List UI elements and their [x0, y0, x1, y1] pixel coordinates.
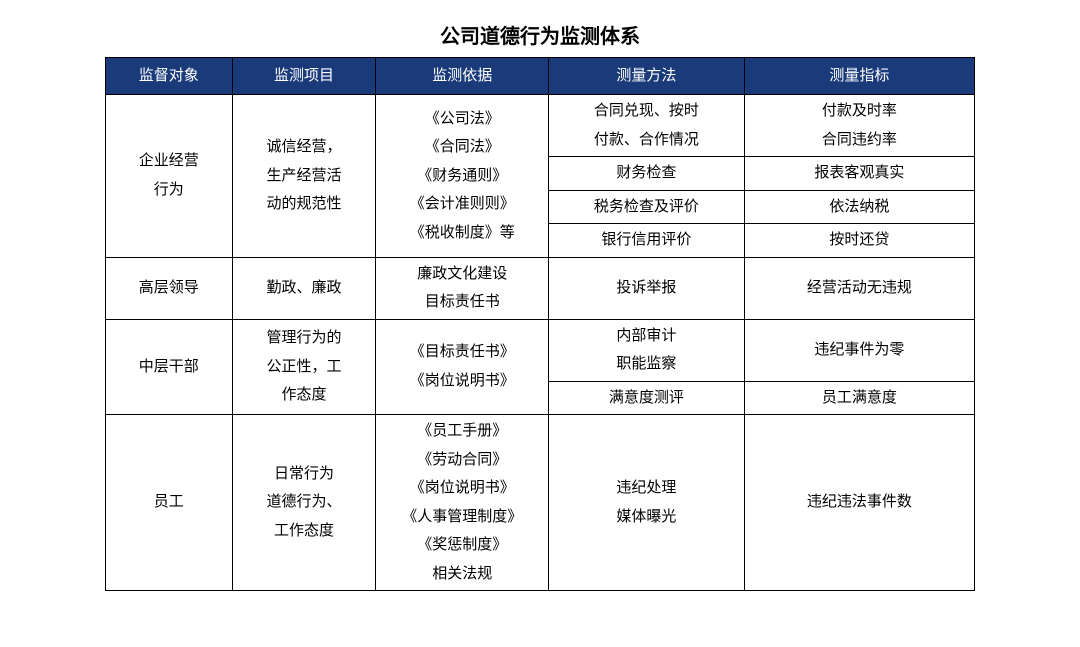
cell-subject: 中层干部	[106, 319, 233, 415]
cell-project: 诚信经营， 生产经营活 动的规范性	[232, 95, 376, 258]
cell-method: 投诉举报	[549, 257, 745, 319]
cell-method: 违纪处理 媒体曝光	[549, 415, 745, 591]
cell-project: 勤政、廉政	[232, 257, 376, 319]
col-index: 测量指标	[744, 58, 974, 95]
cell-method: 内部审计 职能监察	[549, 319, 745, 381]
cell-index: 依法纳税	[744, 190, 974, 224]
cell-subject: 高层领导	[106, 257, 233, 319]
table-row: 员工 日常行为 道德行为、 工作态度 《员工手册》 《劳动合同》 《岗位说明书》…	[106, 415, 975, 591]
table-row: 高层领导 勤政、廉政 廉政文化建设 目标责任书 投诉举报 经营活动无违规	[106, 257, 975, 319]
cell-subject: 企业经营 行为	[106, 95, 233, 258]
cell-basis: 《员工手册》 《劳动合同》 《岗位说明书》 《人事管理制度》 《奖惩制度》 相关…	[376, 415, 549, 591]
cell-project: 日常行为 道德行为、 工作态度	[232, 415, 376, 591]
cell-index: 付款及时率 合同违约率	[744, 95, 974, 157]
cell-index: 按时还贷	[744, 224, 974, 258]
col-project: 监测项目	[232, 58, 376, 95]
cell-method: 合同兑现、按时 付款、合作情况	[549, 95, 745, 157]
ethics-table: 监督对象 监测项目 监测依据 测量方法 测量指标 企业经营 行为 诚信经营， 生…	[105, 57, 975, 591]
col-method: 测量方法	[549, 58, 745, 95]
cell-method: 银行信用评价	[549, 224, 745, 258]
table-row: 企业经营 行为 诚信经营， 生产经营活 动的规范性 《公司法》 《合同法》 《财…	[106, 95, 975, 157]
cell-basis: 廉政文化建设 目标责任书	[376, 257, 549, 319]
cell-subject: 员工	[106, 415, 233, 591]
table-header-row: 监督对象 监测项目 监测依据 测量方法 测量指标	[106, 58, 975, 95]
cell-index: 经营活动无违规	[744, 257, 974, 319]
col-subject: 监督对象	[106, 58, 233, 95]
cell-index: 违纪事件为零	[744, 319, 974, 381]
table-row: 中层干部 管理行为的 公正性，工 作态度 《目标责任书》 《岗位说明书》 内部审…	[106, 319, 975, 381]
cell-method: 税务检查及评价	[549, 190, 745, 224]
cell-index: 违纪违法事件数	[744, 415, 974, 591]
cell-index: 员工满意度	[744, 381, 974, 415]
cell-basis: 《公司法》 《合同法》 《财务通则》 《会计准则则》 《税收制度》等	[376, 95, 549, 258]
cell-method: 满意度测评	[549, 381, 745, 415]
page-title: 公司道德行为监测体系	[105, 20, 975, 49]
cell-method: 财务检查	[549, 157, 745, 191]
cell-basis: 《目标责任书》 《岗位说明书》	[376, 319, 549, 415]
document-page: 公司道德行为监测体系 监督对象 监测项目 监测依据 测量方法 测量指标 企业经营…	[105, 20, 975, 591]
col-basis: 监测依据	[376, 58, 549, 95]
cell-project: 管理行为的 公正性，工 作态度	[232, 319, 376, 415]
cell-index: 报表客观真实	[744, 157, 974, 191]
